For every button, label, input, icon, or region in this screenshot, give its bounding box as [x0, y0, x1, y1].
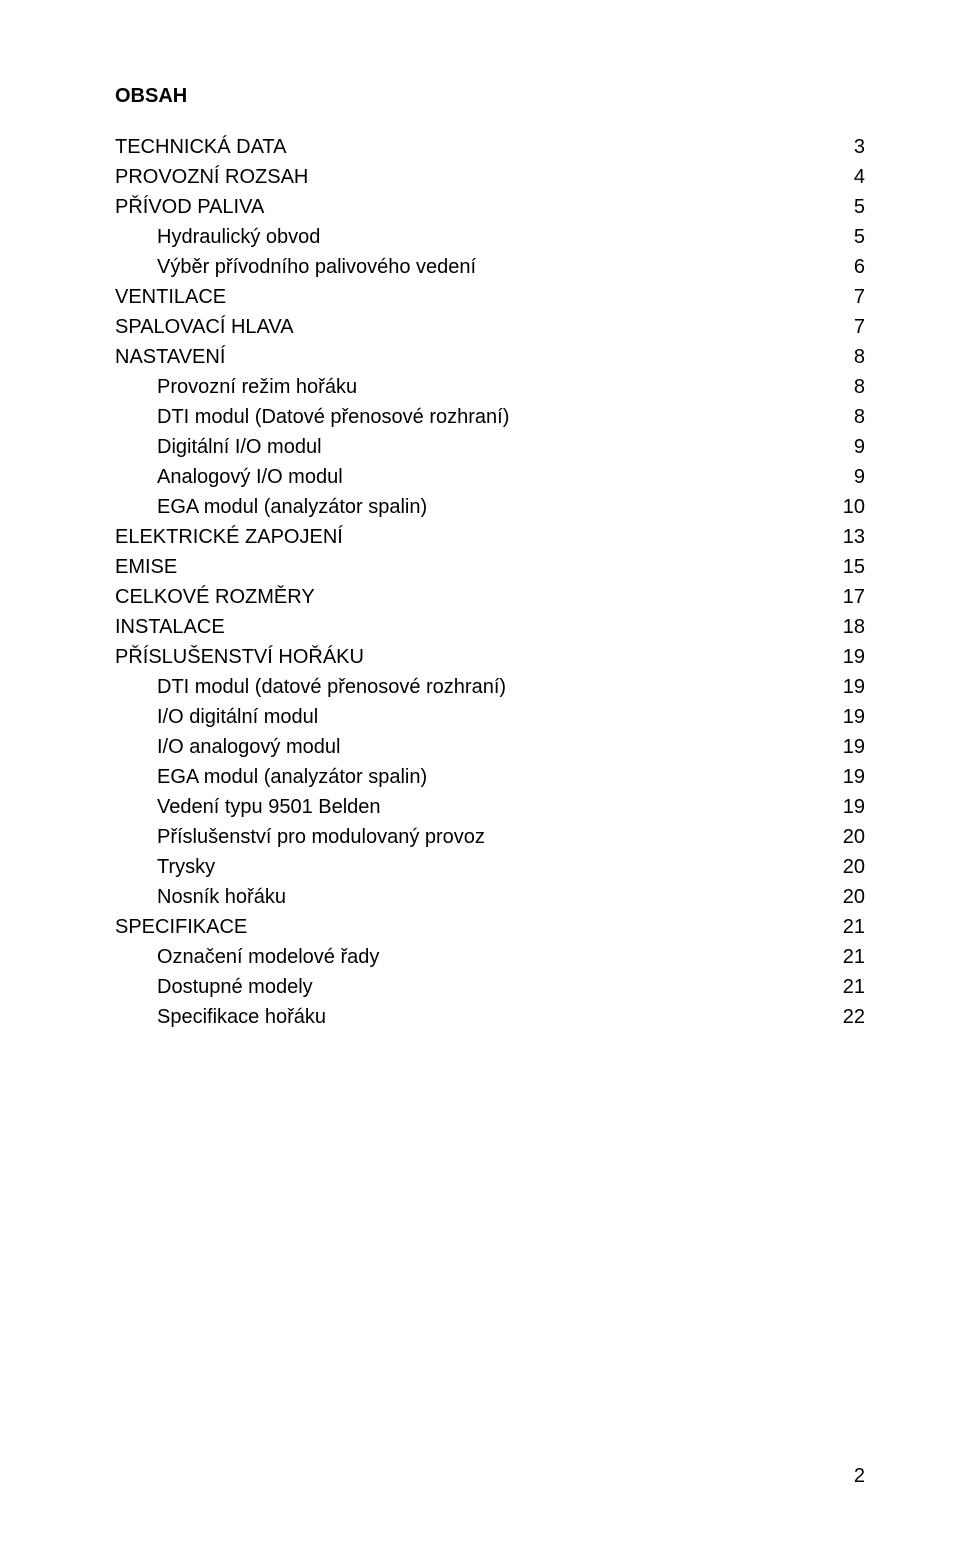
- toc-entry-label: Hydraulický obvod: [157, 222, 320, 252]
- toc-entry-page: 8: [854, 342, 865, 372]
- toc-entry-label: DTI modul (datové přenosové rozhraní): [157, 672, 506, 702]
- toc-entry-page: 6: [854, 252, 865, 282]
- toc-entry-page: 20: [843, 822, 865, 852]
- toc-entry-page: 19: [843, 672, 865, 702]
- toc-entry-label: Nosník hořáku: [157, 882, 286, 912]
- toc-entry-page: 13: [843, 522, 865, 552]
- toc-entry-page: 9: [854, 462, 865, 492]
- toc-entry: PŘÍVOD PALIVA 5: [115, 192, 865, 222]
- toc-entry-label: NASTAVENÍ: [115, 342, 225, 372]
- toc-entry: Analogový I/O modul 9: [115, 462, 865, 492]
- toc-entry-page: 20: [843, 882, 865, 912]
- toc-entry-label: ELEKTRICKÉ ZAPOJENÍ: [115, 522, 343, 552]
- toc-entry: VENTILACE 7: [115, 282, 865, 312]
- toc-heading: OBSAH: [115, 85, 865, 108]
- toc-entry: Příslušenství pro modulovaný provoz 20: [115, 822, 865, 852]
- toc-entry: EGA modul (analyzátor spalin) 19: [115, 762, 865, 792]
- toc-entry: PROVOZNÍ ROZSAH 4: [115, 162, 865, 192]
- toc-entry: I/O analogový modul 19: [115, 732, 865, 762]
- toc-entry: Hydraulický obvod 5: [115, 222, 865, 252]
- toc-entry-page: 10: [843, 492, 865, 522]
- toc-entry-page: 9: [854, 432, 865, 462]
- toc-entry-label: Označení modelové řady: [157, 942, 379, 972]
- toc-entry: TECHNICKÁ DATA 3: [115, 132, 865, 162]
- toc-entry-page: 17: [843, 582, 865, 612]
- toc-entry-label: Specifikace hořáku: [157, 1002, 326, 1032]
- toc-entry: EGA modul (analyzátor spalin) 10: [115, 492, 865, 522]
- toc-entry-label: Trysky: [157, 852, 215, 882]
- toc-entry: Specifikace hořáku 22: [115, 1002, 865, 1032]
- toc-entry-page: 19: [843, 792, 865, 822]
- toc-entry-label: EGA modul (analyzátor spalin): [157, 492, 427, 522]
- toc-entry-page: 4: [854, 162, 865, 192]
- toc-entry-label: Provozní režim hořáku: [157, 372, 357, 402]
- toc-entry-page: 19: [843, 642, 865, 672]
- toc-entry-page: 3: [854, 132, 865, 162]
- toc-entry-label: Digitální I/O modul: [157, 432, 322, 462]
- toc-entry-label: I/O digitální modul: [157, 702, 318, 732]
- toc-entry-page: 18: [843, 612, 865, 642]
- toc-entry-label: SPECIFIKACE: [115, 912, 247, 942]
- toc-entry-page: 8: [854, 372, 865, 402]
- toc-entry-label: Dostupné modely: [157, 972, 313, 1002]
- toc-entry-label: EMISE: [115, 552, 177, 582]
- page-number: 2: [854, 1465, 865, 1488]
- toc-entry: SPECIFIKACE 21: [115, 912, 865, 942]
- toc-entry: Výběr přívodního palivového vedení 6: [115, 252, 865, 282]
- toc-entry-label: TECHNICKÁ DATA: [115, 132, 287, 162]
- toc-entry-label: DTI modul (Datové přenosové rozhraní): [157, 402, 509, 432]
- toc-entry: Provozní režim hořáku 8: [115, 372, 865, 402]
- toc-entry-page: 22: [843, 1002, 865, 1032]
- toc-entry-label: Analogový I/O modul: [157, 462, 343, 492]
- toc-entry-label: VENTILACE: [115, 282, 226, 312]
- toc-entry-page: 5: [854, 222, 865, 252]
- toc-entry: SPALOVACÍ HLAVA 7: [115, 312, 865, 342]
- toc-entry: ELEKTRICKÉ ZAPOJENÍ 13: [115, 522, 865, 552]
- toc-entry: Označení modelové řady 21: [115, 942, 865, 972]
- toc-entry-page: 19: [843, 702, 865, 732]
- toc-entry-label: Výběr přívodního palivového vedení: [157, 252, 476, 282]
- toc-entry-page: 7: [854, 282, 865, 312]
- toc-entry-page: 19: [843, 732, 865, 762]
- toc-entry-page: 7: [854, 312, 865, 342]
- toc-entry: Nosník hořáku 20: [115, 882, 865, 912]
- toc-entry-label: Vedení typu 9501 Belden: [157, 792, 381, 822]
- toc-entry-page: 15: [843, 552, 865, 582]
- toc-entry-page: 21: [843, 912, 865, 942]
- toc-entry-label: PŘÍVOD PALIVA: [115, 192, 264, 222]
- toc-entry-label: SPALOVACÍ HLAVA: [115, 312, 294, 342]
- toc-entry-page: 20: [843, 852, 865, 882]
- toc-entry: EMISE 15: [115, 552, 865, 582]
- toc-list: TECHNICKÁ DATA 3PROVOZNÍ ROZSAH 4PŘÍVOD …: [115, 132, 865, 1032]
- toc-entry: CELKOVÉ ROZMĚRY 17: [115, 582, 865, 612]
- toc-entry-label: EGA modul (analyzátor spalin): [157, 762, 427, 792]
- toc-entry: I/O digitální modul 19: [115, 702, 865, 732]
- toc-entry: NASTAVENÍ 8: [115, 342, 865, 372]
- toc-entry: Dostupné modely 21: [115, 972, 865, 1002]
- toc-entry: Digitální I/O modul 9: [115, 432, 865, 462]
- toc-entry: Vedení typu 9501 Belden 19: [115, 792, 865, 822]
- toc-entry: PŘÍSLUŠENSTVÍ HOŘÁKU 19: [115, 642, 865, 672]
- toc-entry: DTI modul (datové přenosové rozhraní) 19: [115, 672, 865, 702]
- toc-entry: INSTALACE 18: [115, 612, 865, 642]
- toc-entry: Trysky 20: [115, 852, 865, 882]
- toc-entry-label: PROVOZNÍ ROZSAH: [115, 162, 308, 192]
- toc-entry-label: PŘÍSLUŠENSTVÍ HOŘÁKU: [115, 642, 364, 672]
- toc-entry-page: 21: [843, 972, 865, 1002]
- toc-entry-label: I/O analogový modul: [157, 732, 340, 762]
- toc-entry-page: 8: [854, 402, 865, 432]
- toc-entry-page: 5: [854, 192, 865, 222]
- toc-entry-label: INSTALACE: [115, 612, 225, 642]
- toc-entry: DTI modul (Datové přenosové rozhraní) 8: [115, 402, 865, 432]
- toc-entry-page: 19: [843, 762, 865, 792]
- toc-entry-label: CELKOVÉ ROZMĚRY: [115, 582, 315, 612]
- toc-entry-label: Příslušenství pro modulovaný provoz: [157, 822, 485, 852]
- toc-entry-page: 21: [843, 942, 865, 972]
